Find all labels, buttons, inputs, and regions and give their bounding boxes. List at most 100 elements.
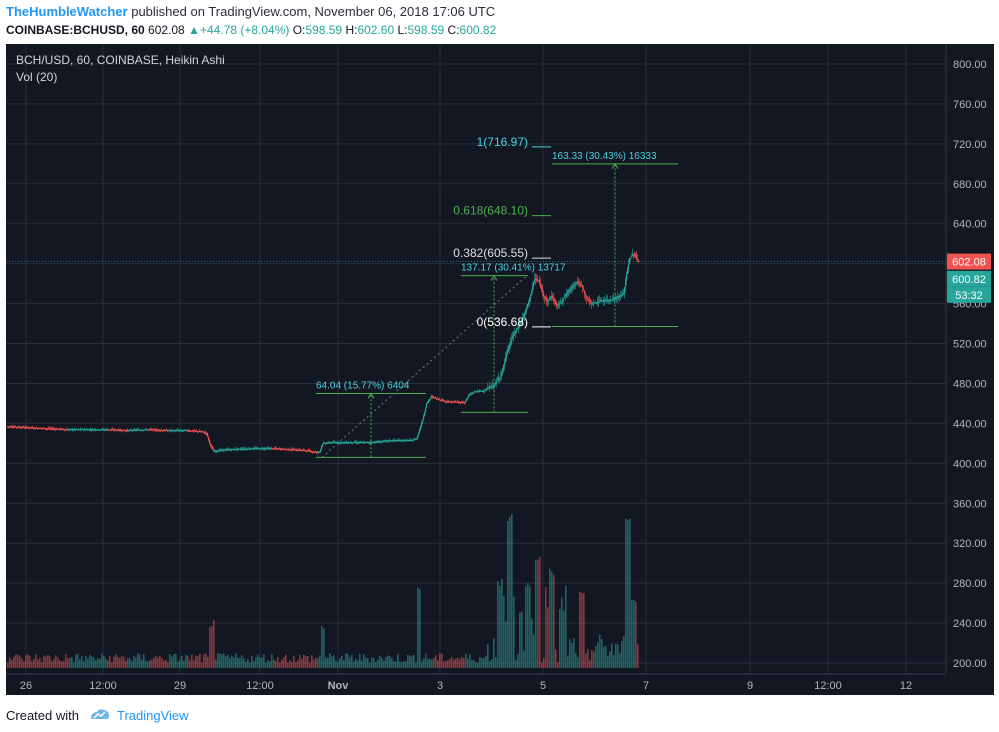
candle-body: [443, 399, 445, 401]
volume-bar: [637, 644, 639, 668]
time-axis: 26 12:00 29 12:00 Nov 3 5 7 9 12:00 12: [6, 673, 946, 692]
candle-body: [262, 448, 264, 450]
volume-bar: [525, 586, 527, 668]
candle-body: [331, 442, 333, 444]
volume-bar: [303, 654, 305, 668]
candle-body: [463, 402, 465, 404]
candle-body: [42, 427, 44, 430]
candle-body: [226, 449, 228, 451]
candle-body: [193, 430, 195, 432]
candle-body: [220, 449, 222, 451]
candle-body: [454, 401, 456, 403]
candle-body: [367, 442, 369, 444]
candle-body: [617, 296, 619, 298]
candle-body: [542, 289, 544, 293]
candle-body: [354, 441, 356, 444]
volume-bar: [133, 655, 135, 668]
tradingview-logo-icon: [91, 709, 109, 719]
volume-bar: [431, 659, 433, 668]
candle-body: [428, 400, 430, 403]
candle-body: [615, 298, 617, 300]
candle-body: [438, 399, 440, 401]
candle-body: [142, 429, 144, 432]
candle-body: [149, 429, 151, 431]
tradingview-link[interactable]: TradingView: [117, 708, 189, 723]
candle-body: [201, 431, 203, 433]
volume-bar: [45, 656, 47, 668]
candle-body: [257, 447, 259, 450]
candle-body: [488, 388, 490, 390]
volume-bar: [483, 658, 485, 668]
candle-body: [12, 427, 14, 429]
candle-body: [305, 450, 307, 452]
price-chart[interactable]: 1(716.97) 0.618(648.10) 0.382(605.55) 0(536…: [6, 44, 994, 695]
chart-panel[interactable]: 1(716.97) 0.618(648.10) 0.382(605.55) 0(536…: [6, 44, 994, 695]
candle-body: [291, 449, 293, 451]
candle-body: [379, 442, 381, 444]
candle-body: [603, 300, 605, 302]
candle-body: [589, 300, 591, 302]
candle-body: [272, 448, 274, 450]
candle-body: [605, 300, 607, 302]
candle-body: [539, 280, 541, 284]
volume-bar: [285, 654, 287, 668]
candle-body: [485, 389, 487, 391]
volume-bar: [635, 601, 637, 668]
candle-body: [273, 448, 275, 450]
volume-bar: [157, 657, 159, 668]
volume-bar: [169, 653, 171, 668]
candle-body: [411, 439, 413, 442]
close-value: 600.82: [459, 23, 497, 37]
candle-body: [592, 303, 594, 305]
candle-body: [208, 436, 210, 441]
volume-bar: [19, 655, 21, 668]
candle-body: [449, 400, 451, 403]
candle-body: [397, 440, 399, 442]
candle-body: [166, 429, 168, 431]
fib-level-label: 0.618(648.10): [453, 204, 528, 218]
candle-body: [478, 390, 480, 392]
candle-body: [289, 448, 291, 450]
volume-bar: [125, 661, 127, 668]
volume-bar: [397, 654, 399, 668]
candle-body: [513, 333, 515, 337]
volume-bar: [205, 653, 207, 668]
volume-bar: [423, 658, 425, 668]
candle-body: [584, 290, 586, 294]
candle-body: [285, 448, 287, 450]
volume-bar: [589, 660, 591, 668]
volume-bar: [627, 520, 629, 668]
volume-bar: [413, 655, 415, 668]
price-tick-label: 320.00: [953, 538, 987, 550]
last-price: 602.08: [148, 23, 185, 37]
candle-body: [601, 300, 603, 302]
candle-body: [502, 369, 504, 374]
candle-body: [351, 441, 353, 444]
volume-bar: [555, 649, 557, 668]
volume-bar: [479, 657, 481, 668]
candle-body: [239, 448, 241, 450]
volume-bar: [67, 658, 69, 668]
volume-bar: [291, 661, 293, 668]
candle-body: [130, 429, 132, 431]
candle-body: [486, 389, 488, 391]
volume-bar: [63, 661, 65, 668]
candle-body: [94, 429, 96, 431]
candle-body: [616, 297, 618, 299]
volume-bar: [417, 587, 419, 668]
candle-body: [164, 429, 166, 431]
candle-body: [532, 286, 534, 291]
candle-body: [111, 429, 113, 431]
range-arrow-head: [611, 162, 619, 170]
candle-body: [178, 430, 180, 432]
author-link[interactable]: TheHumbleWatcher: [6, 4, 128, 19]
candle-body: [487, 388, 489, 390]
candle-body: [224, 449, 226, 451]
candle-body: [469, 394, 471, 396]
candle-body: [171, 429, 173, 432]
candle-body: [637, 258, 639, 261]
candle-body: [399, 440, 401, 442]
candle-body: [238, 448, 240, 450]
candle-body: [417, 435, 419, 439]
volume-bar: [307, 656, 309, 668]
